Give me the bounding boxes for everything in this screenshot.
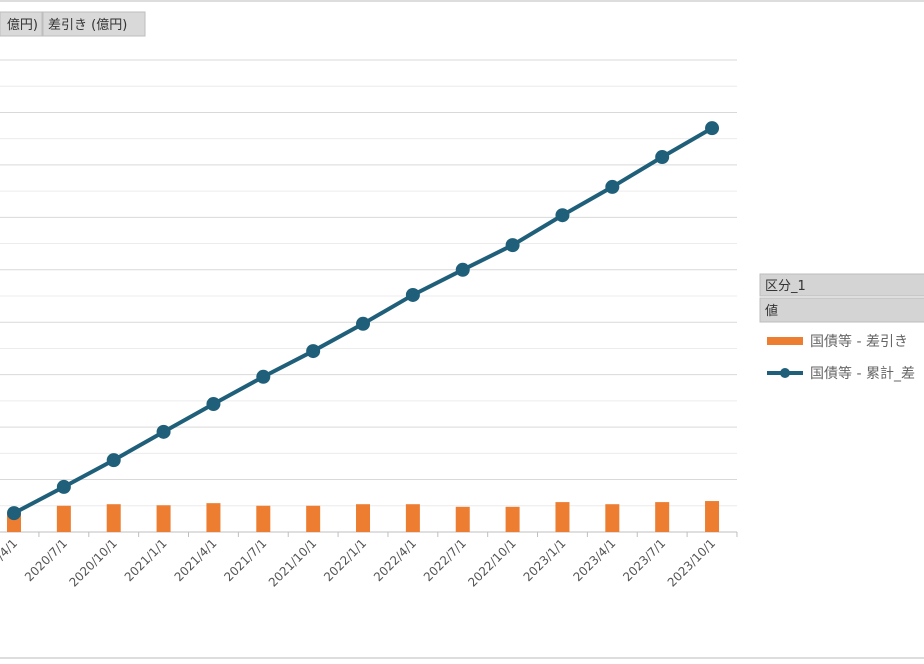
bar bbox=[455, 506, 470, 532]
bar bbox=[605, 504, 620, 532]
bar bbox=[356, 504, 371, 532]
line-marker bbox=[7, 506, 21, 521]
legend-swatch bbox=[767, 337, 803, 345]
line-marker bbox=[356, 316, 371, 331]
bar bbox=[256, 505, 271, 532]
line-marker bbox=[555, 208, 570, 223]
bar bbox=[106, 504, 121, 532]
line-marker bbox=[106, 453, 121, 468]
line-marker bbox=[306, 344, 321, 359]
field-button[interactable] bbox=[0, 11, 43, 37]
legend-row-button[interactable] bbox=[759, 297, 924, 323]
bar bbox=[306, 505, 321, 532]
bar bbox=[655, 502, 670, 532]
bar bbox=[555, 502, 570, 532]
bar bbox=[405, 504, 420, 532]
line-marker bbox=[256, 369, 271, 384]
line-marker bbox=[655, 150, 670, 165]
legend-row-label: 値 bbox=[765, 303, 778, 319]
bar bbox=[505, 506, 520, 532]
legend-field-label: 区分_1 bbox=[765, 279, 806, 294]
bar bbox=[56, 505, 71, 532]
field-button-label: 差引き (億円) bbox=[48, 17, 127, 33]
field-button[interactable] bbox=[42, 11, 146, 37]
bar bbox=[705, 501, 720, 532]
legend-field-button[interactable] bbox=[759, 273, 924, 297]
line-marker bbox=[455, 262, 470, 277]
legend-label: 国債等 - 差引き bbox=[810, 333, 908, 350]
line-marker bbox=[405, 287, 420, 302]
legend-swatch bbox=[780, 368, 790, 378]
line-marker bbox=[156, 424, 171, 439]
line-marker bbox=[56, 479, 71, 494]
bar bbox=[156, 505, 171, 532]
line-marker bbox=[206, 397, 221, 412]
legend-label: 国債等 - 累計_差 bbox=[810, 365, 915, 382]
bar bbox=[206, 503, 221, 532]
line-marker bbox=[505, 238, 520, 253]
field-button-label: 億円) bbox=[7, 17, 38, 33]
line-marker bbox=[605, 179, 620, 194]
line-marker bbox=[705, 121, 720, 136]
